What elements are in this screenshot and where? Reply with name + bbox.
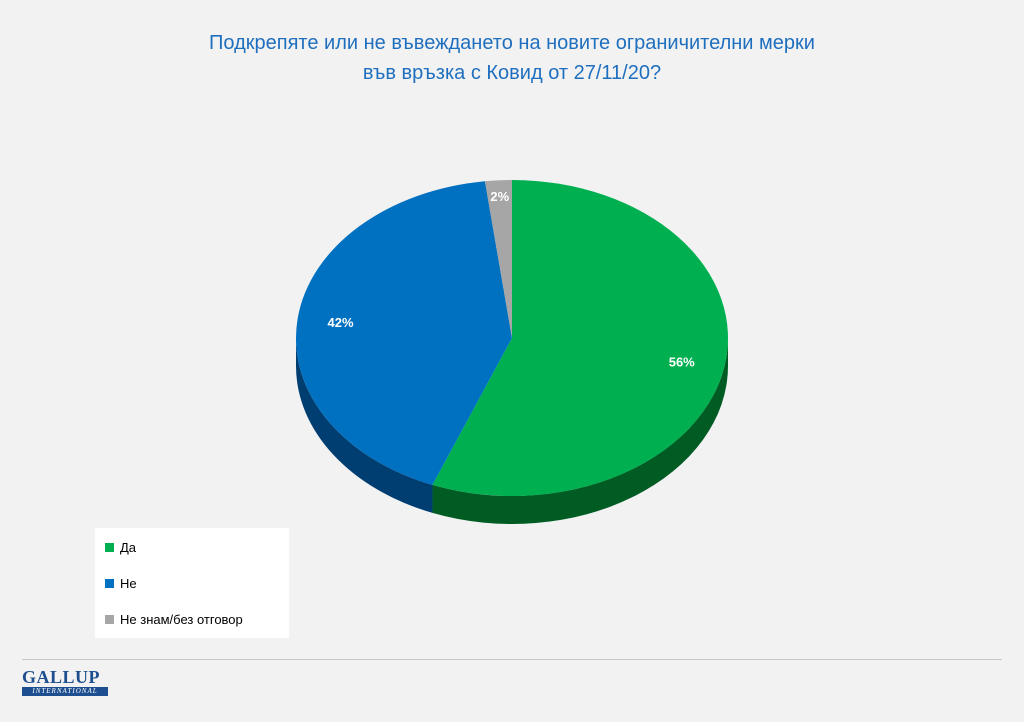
pie-slice-ne-znam [484,180,512,338]
logo-wordmark: GALLUP [22,667,101,687]
legend-swatch-ne-znam [105,615,114,624]
data-label-da: 56% [669,355,695,370]
pie-slices-layer [295,180,728,497]
chart-title: Подкрепяте или не въвеждането на новите … [0,28,1024,88]
pie-slice-ne [295,181,512,485]
pie-side-ne [296,338,433,513]
logo-subtitle: INTERNATIONAL [22,687,108,696]
chart-title-line-1: Подкрепяте или не въвеждането на новите … [209,32,815,54]
pie-slice-da [432,180,728,497]
legend: Да Не Не знам/без отговор [95,528,289,638]
data-label-ne: 42% [328,315,354,330]
legend-item-ne: Не [105,576,137,592]
legend-swatch-ne [105,579,114,588]
legend-label-ne: Не [120,576,137,591]
pie-labels-layer: 56% 42% 2% [328,189,696,370]
gallup-logo: GALLUP INTERNATIONAL [22,668,108,696]
legend-swatch-da [105,543,114,552]
pie-depth-layer [296,338,728,524]
legend-label-ne-znam: Не знам/без отговор [120,612,243,627]
legend-item-ne-znam: Не знам/без отговор [105,612,243,628]
footer-divider [22,659,1002,660]
chart-title-line-2: във връзка с Ковид от 27/11/20? [362,62,662,84]
data-label-ne-znam: 2% [490,189,509,204]
legend-item-da: Да [105,540,136,556]
pie-side-da [432,338,728,524]
legend-label-da: Да [120,540,137,555]
